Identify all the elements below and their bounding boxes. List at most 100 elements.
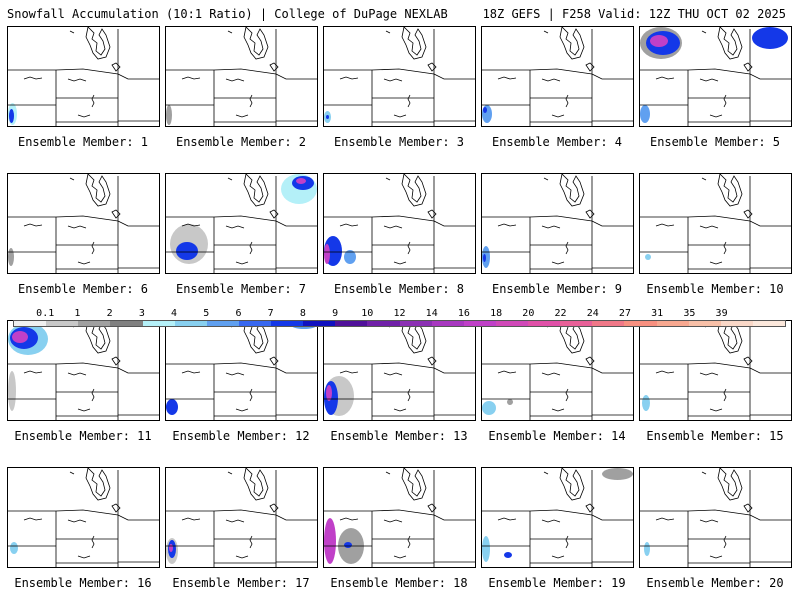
ensemble-member-19-map bbox=[481, 467, 634, 568]
ensemble-member-label: Ensemble Member: 15 bbox=[646, 429, 784, 443]
snowfall-colorbar: 0.1 1 2 3 4 5 6 7 8 9 10 12 14 16 18 20 22 24 27 31 35 39 bbox=[13, 308, 786, 327]
ensemble-member-label: Ensemble Member: 9 bbox=[491, 282, 623, 296]
ensemble-member-17-map bbox=[165, 467, 318, 568]
snowfall-area bbox=[482, 536, 490, 562]
snowfall-area bbox=[12, 331, 28, 343]
colorbar-tick-label: 22 bbox=[554, 308, 567, 319]
member-map-svg bbox=[640, 174, 791, 273]
snowfall-area bbox=[9, 109, 14, 123]
colorbar-swatch bbox=[142, 321, 175, 326]
ensemble-member-label: Ensemble Member: 3 bbox=[333, 135, 465, 149]
ensemble-member-9-map bbox=[481, 173, 634, 274]
snowfall-area bbox=[482, 105, 492, 123]
state-boundaries bbox=[482, 321, 633, 420]
colorbar-swatch bbox=[238, 321, 271, 326]
member-map-svg bbox=[640, 468, 791, 567]
member-map-svg bbox=[8, 27, 159, 126]
snowfall-area bbox=[8, 248, 14, 266]
colorbar-swatch bbox=[78, 321, 111, 326]
state-boundaries bbox=[8, 174, 159, 273]
colorbar-swatch bbox=[528, 321, 561, 326]
state-boundaries bbox=[640, 321, 791, 420]
colorbar-swatch bbox=[720, 321, 753, 326]
snowfall-area bbox=[324, 518, 336, 564]
colorbar-tick-label: 3 bbox=[138, 308, 145, 319]
snowfall-area bbox=[645, 254, 651, 260]
state-boundaries bbox=[640, 27, 791, 126]
member-map-svg bbox=[640, 321, 791, 420]
ensemble-member-16-map bbox=[7, 467, 160, 568]
colorbar-tick-label: 7 bbox=[267, 308, 274, 319]
member-map-svg bbox=[166, 27, 317, 126]
ensemble-member-label: Ensemble Member: 14 bbox=[488, 429, 626, 443]
colorbar-swatch bbox=[656, 321, 689, 326]
member-map-svg bbox=[482, 174, 633, 273]
member-map-svg bbox=[482, 321, 633, 420]
ensemble-member-label: Ensemble Member: 10 bbox=[646, 282, 784, 296]
snowfall-area bbox=[326, 115, 329, 119]
ensemble-member-15-map bbox=[639, 320, 792, 421]
member-map-svg bbox=[166, 174, 317, 273]
colorbar-tick-label: 6 bbox=[235, 308, 242, 319]
state-boundaries bbox=[166, 27, 317, 126]
snowfall-area bbox=[504, 552, 512, 558]
ensemble-member-6-map bbox=[7, 173, 160, 274]
member-map-svg bbox=[166, 468, 317, 567]
member-map-svg bbox=[482, 468, 633, 567]
ensemble-member-13-map bbox=[323, 320, 476, 421]
ensemble-member-label: Ensemble Member: 5 bbox=[649, 135, 781, 149]
snowfall-area bbox=[640, 105, 650, 123]
ensemble-member-label: Ensemble Member: 6 bbox=[17, 282, 149, 296]
state-boundaries bbox=[8, 468, 159, 567]
snowfall-area bbox=[10, 542, 18, 554]
state-boundaries bbox=[8, 321, 159, 420]
colorbar-tick-label: 5 bbox=[203, 308, 210, 319]
colorbar-tick-label: 2 bbox=[106, 308, 113, 319]
colorbar-tick-label: 24 bbox=[586, 308, 599, 319]
member-map-svg bbox=[8, 468, 159, 567]
colorbar-swatch bbox=[110, 321, 143, 326]
colorbar-tick-label: 0.1 bbox=[36, 308, 55, 319]
snowfall-area bbox=[482, 401, 496, 415]
colorbar-swatch bbox=[14, 321, 47, 326]
colorbar-tick-label: 9 bbox=[332, 308, 339, 319]
state-boundaries bbox=[166, 174, 317, 273]
snowfall-area bbox=[602, 468, 633, 480]
state-boundaries bbox=[324, 468, 475, 567]
ensemble-member-label: Ensemble Member: 1 bbox=[17, 135, 149, 149]
run-valid-time: 18Z GEFS | F258 Valid: 12Z THU OCT 02 20… bbox=[482, 7, 786, 21]
snowfall-area bbox=[483, 107, 487, 113]
ensemble-member-label: Ensemble Member: 12 bbox=[172, 429, 310, 443]
colorbar-tick-label: 1 bbox=[74, 308, 81, 319]
snowfall-area bbox=[169, 544, 173, 552]
snowfall-area bbox=[166, 105, 172, 125]
colorbar-tick-label: 16 bbox=[457, 308, 470, 319]
ensemble-member-3-map bbox=[323, 26, 476, 127]
colorbar-tick-label: 4 bbox=[171, 308, 178, 319]
ensemble-member-7-map bbox=[165, 173, 318, 274]
ensemble-member-label: Ensemble Member: 11 bbox=[14, 429, 152, 443]
snowfall-area bbox=[482, 246, 490, 268]
snowfall-area bbox=[8, 371, 16, 411]
colorbar-swatch bbox=[624, 321, 657, 326]
snowfall-area bbox=[344, 542, 352, 548]
snowfall-area bbox=[642, 395, 650, 411]
colorbar-tick-label: 12 bbox=[393, 308, 406, 319]
member-map-svg bbox=[324, 27, 475, 126]
member-map-svg bbox=[482, 27, 633, 126]
colorbar-swatch bbox=[495, 321, 528, 326]
colorbar-swatch bbox=[271, 321, 304, 326]
colorbar-swatch bbox=[431, 321, 464, 326]
colorbar-swatch bbox=[592, 321, 625, 326]
colorbar-swatch bbox=[560, 321, 593, 326]
colorbar-tick-label: 8 bbox=[299, 308, 306, 319]
ensemble-member-label: Ensemble Member: 13 bbox=[330, 429, 468, 443]
colorbar-tick-label: 10 bbox=[361, 308, 374, 319]
ensemble-member-2-map bbox=[165, 26, 318, 127]
member-map-svg bbox=[640, 27, 791, 126]
state-boundaries bbox=[166, 468, 317, 567]
ensemble-member-label: Ensemble Member: 4 bbox=[491, 135, 623, 149]
colorbar-tick-label: 18 bbox=[490, 308, 503, 319]
state-boundaries bbox=[8, 27, 159, 126]
state-boundaries bbox=[482, 27, 633, 126]
